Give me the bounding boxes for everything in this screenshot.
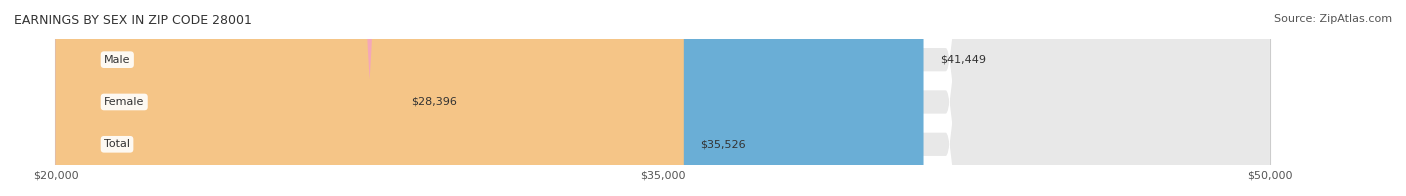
FancyBboxPatch shape <box>55 0 1270 196</box>
Text: Source: ZipAtlas.com: Source: ZipAtlas.com <box>1274 14 1392 24</box>
FancyBboxPatch shape <box>55 0 1270 196</box>
Text: $28,396: $28,396 <box>412 97 457 107</box>
Text: Male: Male <box>104 55 131 65</box>
FancyBboxPatch shape <box>55 0 395 196</box>
Text: Total: Total <box>104 139 129 149</box>
Text: $41,449: $41,449 <box>939 55 986 65</box>
Text: Female: Female <box>104 97 145 107</box>
FancyBboxPatch shape <box>55 0 924 196</box>
FancyBboxPatch shape <box>55 0 683 196</box>
Text: $35,526: $35,526 <box>700 139 745 149</box>
Text: EARNINGS BY SEX IN ZIP CODE 28001: EARNINGS BY SEX IN ZIP CODE 28001 <box>14 14 252 27</box>
FancyBboxPatch shape <box>55 0 1270 196</box>
